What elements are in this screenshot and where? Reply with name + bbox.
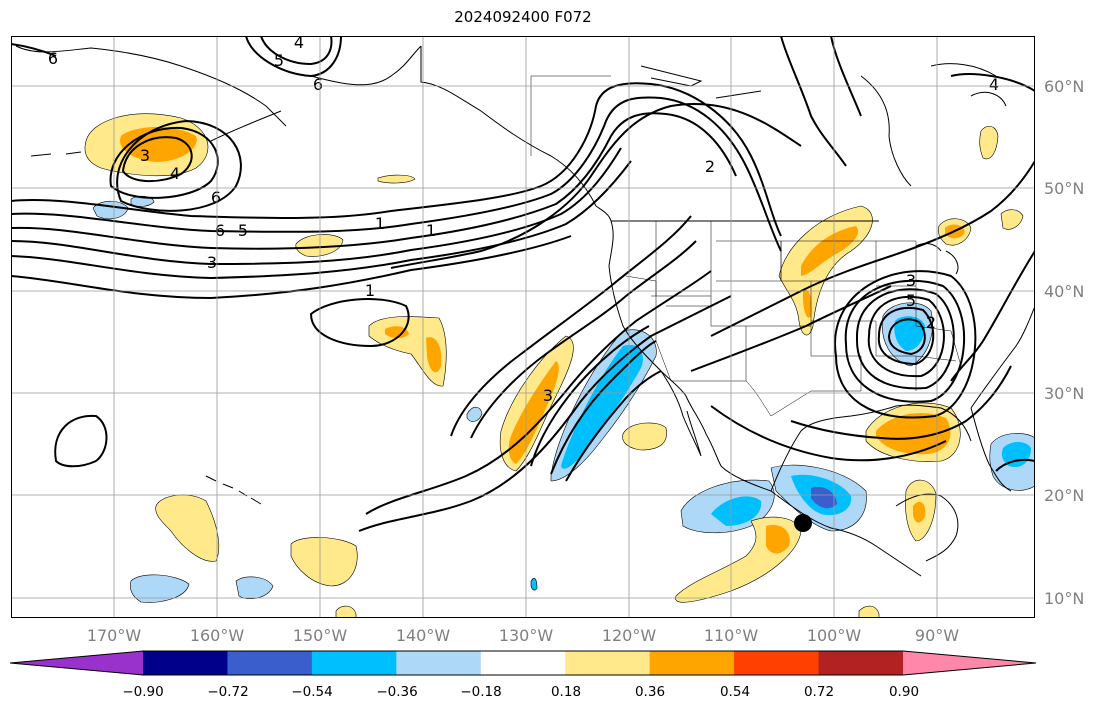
colorbar-extend-high bbox=[903, 651, 1036, 675]
contour-label: 1 bbox=[426, 221, 436, 240]
colorbar-segment bbox=[565, 651, 651, 675]
map-title: 2024092400 F072 bbox=[454, 8, 592, 26]
map-frame bbox=[11, 36, 1035, 618]
contour-label: 1 bbox=[375, 214, 385, 233]
contour-label: 5 bbox=[238, 221, 248, 240]
latitude-label: 20°N bbox=[1044, 486, 1085, 505]
colorbar-segment bbox=[227, 651, 313, 675]
colorbar-tick-label: −0.36 bbox=[376, 684, 418, 700]
contour-label: 5 bbox=[906, 291, 916, 310]
colorbar-segment bbox=[649, 651, 735, 675]
colorbar-extend-low bbox=[10, 651, 143, 675]
contour-label: 6 bbox=[211, 188, 221, 207]
longitude-label: 110°W bbox=[703, 626, 759, 645]
contour-label: 6 bbox=[313, 75, 323, 94]
contour-label: 6 bbox=[48, 49, 58, 68]
latitude-label: 40°N bbox=[1044, 282, 1085, 301]
contour-label: 3 bbox=[906, 271, 916, 290]
latitude-label: 10°N bbox=[1044, 589, 1085, 608]
colorbar-tick-label: 0.36 bbox=[634, 684, 666, 700]
longitude-label: 130°W bbox=[498, 626, 554, 645]
colorbar-segment bbox=[311, 651, 397, 675]
longitude-label: 100°W bbox=[806, 626, 862, 645]
longitude-label: 150°W bbox=[292, 626, 348, 645]
contour-lines bbox=[11, 36, 1035, 532]
colorbar bbox=[10, 650, 1037, 676]
longitude-label: 120°W bbox=[601, 626, 657, 645]
shaded-anomalies bbox=[84, 113, 1035, 618]
longitude-label: 90°W bbox=[914, 626, 960, 645]
contour-label: 4 bbox=[294, 36, 304, 52]
colorbar-tick-label: −0.90 bbox=[122, 684, 164, 700]
longitude-label: 140°W bbox=[395, 626, 451, 645]
graticule bbox=[11, 36, 1035, 618]
contour-label: 3 bbox=[543, 386, 553, 405]
colorbar-tick-label: −0.18 bbox=[460, 684, 502, 700]
contour-label: 4 bbox=[170, 164, 180, 183]
colorbar-tick-label: −0.54 bbox=[291, 684, 333, 700]
colorbar-segment bbox=[143, 651, 228, 675]
weather-map: 6 4 5 6 3 4 6 6 5 3 2 1 1 3 4 1 3 5 2 bbox=[11, 36, 1035, 618]
contour-label-group: 6 4 5 6 3 4 6 6 5 3 2 1 1 3 4 1 3 5 2 bbox=[48, 36, 999, 405]
contour-label: 2 bbox=[705, 157, 715, 176]
contour-label: 3 bbox=[140, 146, 150, 165]
latitude-label: 50°N bbox=[1044, 179, 1085, 198]
colorbar-segment bbox=[480, 651, 566, 675]
contour-label: 3 bbox=[207, 253, 217, 272]
contour-label: 1 bbox=[365, 281, 375, 300]
colorbar-tick-label: 0.54 bbox=[719, 684, 751, 700]
location-marker bbox=[794, 514, 812, 532]
colorbar-segment bbox=[818, 651, 904, 675]
colorbar-tick-label: 0.72 bbox=[803, 684, 835, 700]
colorbar-tick-label: −0.72 bbox=[207, 684, 249, 700]
longitude-label: 160°W bbox=[189, 626, 245, 645]
latitude-label: 30°N bbox=[1044, 384, 1085, 403]
contour-label: 4 bbox=[989, 75, 999, 94]
latitude-label: 60°N bbox=[1044, 77, 1085, 96]
contour-label: 2 bbox=[926, 313, 936, 332]
colorbar-segment bbox=[396, 651, 482, 675]
colorbar-tick-label: 0.18 bbox=[550, 684, 582, 700]
longitude-label: 170°W bbox=[86, 626, 142, 645]
contour-label: 5 bbox=[274, 51, 284, 70]
contour-label: 6 bbox=[215, 221, 225, 240]
colorbar-segment bbox=[734, 651, 820, 675]
colorbar-tick-label: 0.90 bbox=[888, 684, 920, 700]
